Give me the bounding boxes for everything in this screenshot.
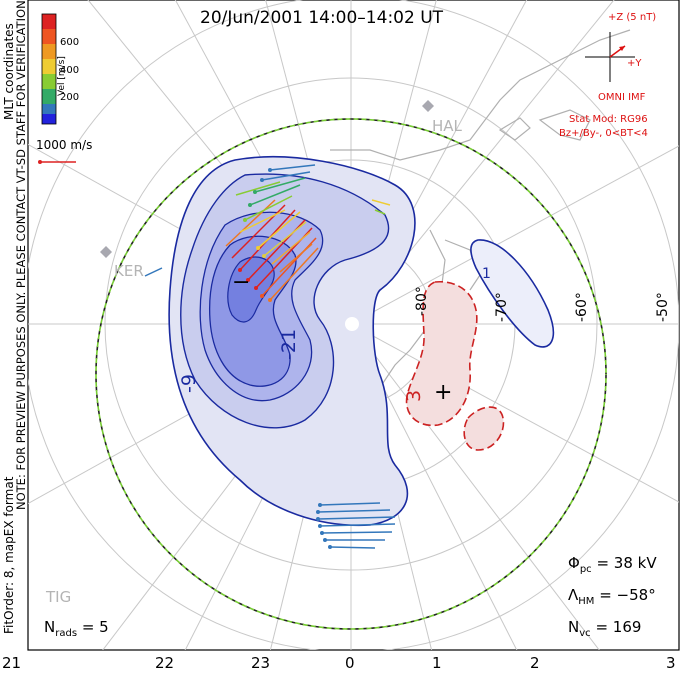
map-title: 20/Jun/2001 14:00–14:02 UT bbox=[200, 8, 444, 28]
mlt-tick-22: 22 bbox=[155, 654, 175, 672]
imf-clock bbox=[585, 32, 635, 82]
nvc-subscript: vc bbox=[579, 628, 591, 639]
contour-label-1: 1 bbox=[482, 266, 491, 282]
pole-marker bbox=[345, 317, 359, 331]
phi-pc-stat: Φpc = 38 kV bbox=[568, 554, 657, 575]
nvc-stat: Nvc = 169 bbox=[568, 618, 641, 639]
site-label-hal: HAL bbox=[432, 117, 462, 135]
colorbar-tick-600: 600 bbox=[60, 37, 80, 48]
reference-vector-label: 1000 m/s bbox=[36, 138, 93, 152]
colorbar-tick-400: 400 bbox=[60, 65, 80, 76]
contour-label-3: 3 bbox=[403, 389, 425, 402]
colorbar bbox=[41, 13, 57, 125]
nrads-symbol: N bbox=[44, 618, 56, 636]
nvc-value: = 169 bbox=[595, 618, 642, 636]
lambda-symbol: Λ bbox=[568, 586, 579, 604]
mlt-tick-2: 2 bbox=[530, 654, 540, 672]
lat-label-50: -50° bbox=[655, 292, 671, 322]
colorbar-tick-200: 200 bbox=[60, 92, 80, 103]
lat-label-80: -80° bbox=[414, 286, 430, 316]
positive-cell-small bbox=[463, 406, 505, 451]
mlt-tick-1: 1 bbox=[432, 654, 442, 672]
colorbar-axis-label: Vel [m/s] bbox=[57, 56, 67, 96]
fit-order-note: FitOrder: 8, mapEX format bbox=[2, 476, 16, 634]
nvc-symbol: N bbox=[568, 618, 580, 636]
lat-label-60: -60° bbox=[574, 292, 590, 322]
phi-symbol: Φ bbox=[568, 554, 580, 572]
hm-boundary-green bbox=[95, 118, 607, 630]
phi-value: = 38 kV bbox=[596, 554, 657, 572]
stat-model: Stat Mod: RG96 bbox=[569, 114, 648, 125]
contour-label-21: -21 bbox=[278, 328, 300, 360]
negative-cell-east bbox=[470, 239, 555, 348]
site-markers bbox=[100, 100, 434, 258]
imf-y-label: +Y bbox=[627, 58, 642, 69]
potential-max-mark: + bbox=[434, 380, 453, 405]
imf-condition: Bz+/By-, 0<BT<4 bbox=[559, 128, 648, 139]
vector-origins bbox=[238, 168, 332, 549]
nrads-stat: Nrads = 5 bbox=[44, 618, 109, 639]
mlt-tick-21: 21 bbox=[2, 654, 22, 672]
mlt-tick-23: 23 bbox=[251, 654, 271, 672]
mlt-tick-3: 3 bbox=[666, 654, 676, 672]
mlt-tick-0: 0 bbox=[345, 654, 355, 672]
imf-z-label: +Z (5 nT) bbox=[608, 12, 657, 23]
contour-label-9: -9 bbox=[178, 374, 200, 393]
lambda-value: = −58° bbox=[599, 586, 656, 604]
preview-note: NOTE: FOR PREVIEW PURPOSES ONLY. PLEASE … bbox=[14, 0, 28, 510]
lambda-hm-stat: ΛHM = −58° bbox=[568, 586, 656, 607]
lat-label-70: -70° bbox=[494, 292, 510, 322]
site-label-ker: KER bbox=[114, 262, 144, 280]
nrads-subscript: rads bbox=[55, 628, 78, 639]
nrads-value: = 5 bbox=[81, 618, 109, 636]
phi-subscript: pc bbox=[579, 564, 592, 575]
reference-vector bbox=[38, 160, 76, 164]
velocity-vectors bbox=[144, 164, 396, 549]
site-label-tig: TIG bbox=[46, 588, 72, 606]
imf-source: OMNI IMF bbox=[598, 92, 646, 103]
negative-cell-core bbox=[227, 256, 275, 323]
potential-min-mark: − bbox=[232, 270, 251, 295]
lambda-subscript: HM bbox=[578, 596, 595, 607]
positive-cell bbox=[405, 281, 478, 427]
